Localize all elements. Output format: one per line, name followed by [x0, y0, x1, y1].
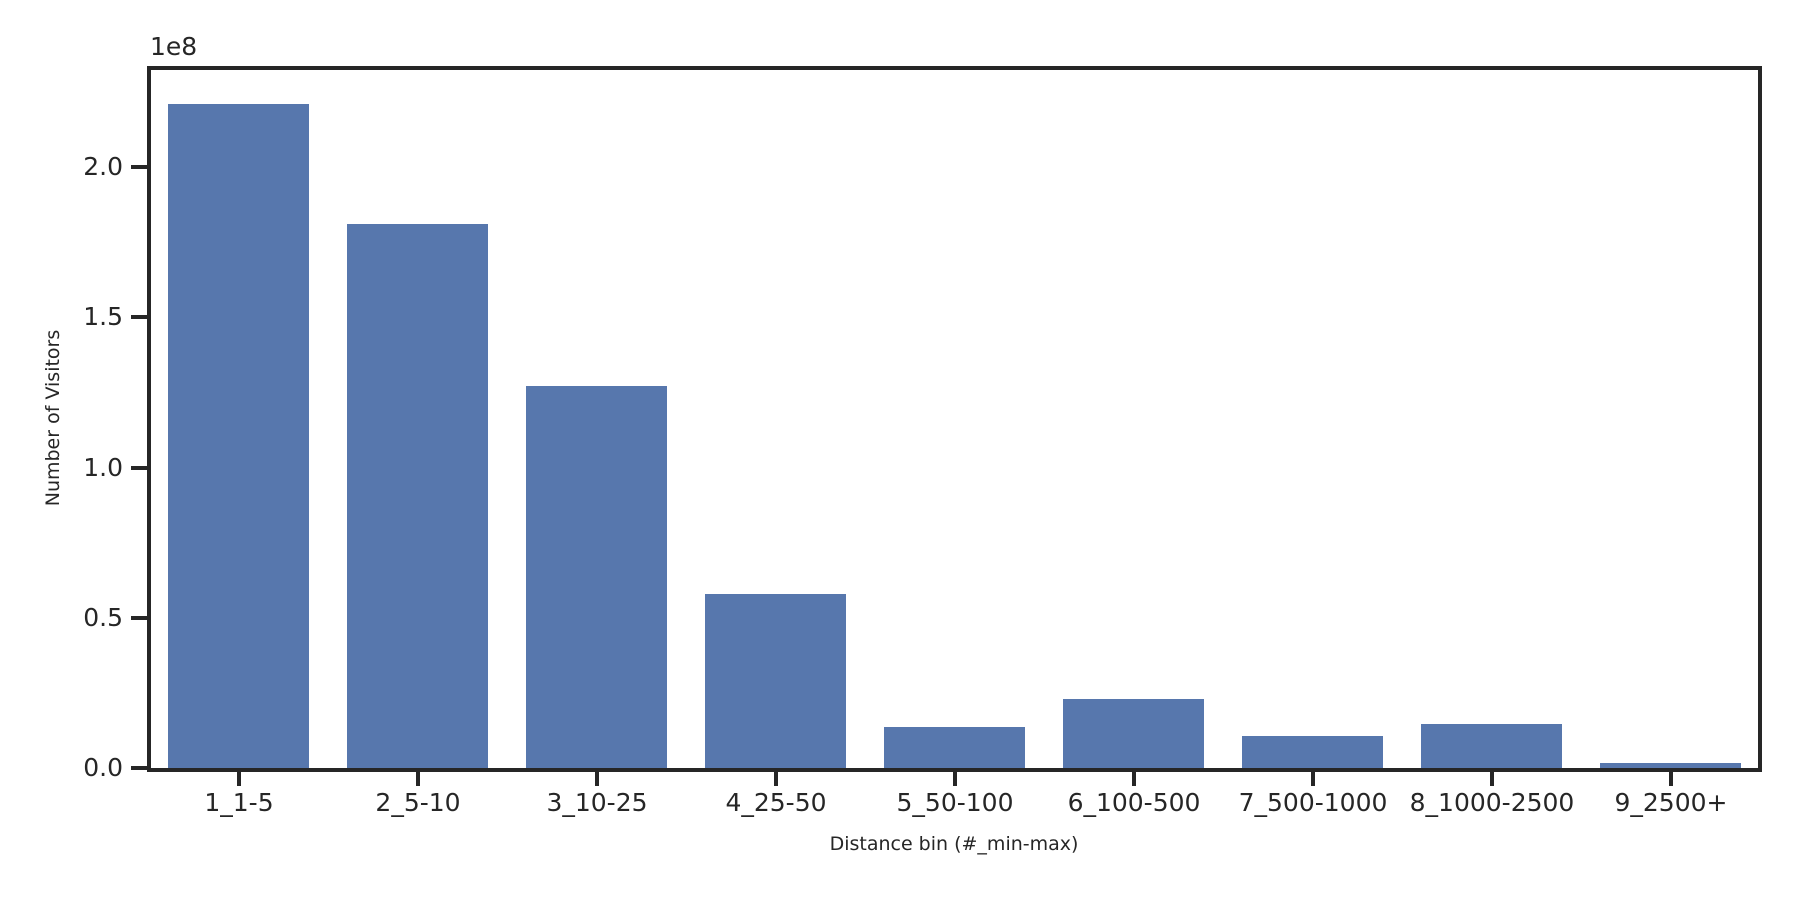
x-tick-label: 3_10-25: [546, 788, 648, 817]
y-tick-mark: [131, 766, 147, 770]
x-tick-mark: [1490, 770, 1494, 786]
y-tick-mark: [131, 165, 147, 169]
bar-5_50-100: [884, 727, 1025, 768]
bar-7_500-1000: [1242, 736, 1383, 768]
x-tick-label: 1_1-5: [204, 788, 274, 817]
x-tick-label: 6_100-500: [1067, 788, 1201, 817]
bottom-spine: [147, 768, 1762, 772]
y-axis-offset-label: 1e8: [150, 32, 198, 61]
x-tick-mark: [1132, 770, 1136, 786]
y-tick-label: 1.5: [83, 302, 123, 331]
x-tick-mark: [237, 770, 241, 786]
top-spine: [147, 66, 1762, 70]
x-tick-mark: [953, 770, 957, 786]
x-tick-mark: [1311, 770, 1315, 786]
x-tick-label: 8_1000-2500: [1409, 788, 1575, 817]
x-tick-label: 2_5-10: [375, 788, 461, 817]
right-spine: [1758, 66, 1762, 772]
y-tick-label: 0.5: [83, 603, 123, 632]
bar-4_25-50: [705, 594, 846, 768]
bar-9_2500+: [1600, 763, 1741, 768]
bar-2_5-10: [347, 224, 488, 768]
y-tick-label: 0.0: [83, 753, 123, 782]
x-tick-label: 5_50-100: [896, 788, 1014, 817]
x-tick-label: 7_500-1000: [1238, 788, 1388, 817]
x-tick-mark: [1669, 770, 1673, 786]
left-spine: [147, 66, 151, 772]
bar-3_10-25: [526, 386, 667, 768]
y-tick-mark: [131, 466, 147, 470]
x-tick-mark: [595, 770, 599, 786]
y-tick-mark: [131, 616, 147, 620]
y-tick-label: 2.0: [83, 152, 123, 181]
x-tick-label: 4_25-50: [725, 788, 827, 817]
x-tick-label: 9_2500+: [1614, 788, 1728, 817]
x-tick-mark: [774, 770, 778, 786]
bar-1_1-5: [168, 104, 309, 768]
y-tick-mark: [131, 315, 147, 319]
x-tick-mark: [416, 770, 420, 786]
bar-6_100-500: [1063, 699, 1204, 768]
bar-8_1000-2500: [1421, 724, 1562, 768]
x-axis-label: Distance bin (#_min-max): [829, 833, 1079, 855]
y-tick-label: 1.0: [83, 453, 123, 482]
